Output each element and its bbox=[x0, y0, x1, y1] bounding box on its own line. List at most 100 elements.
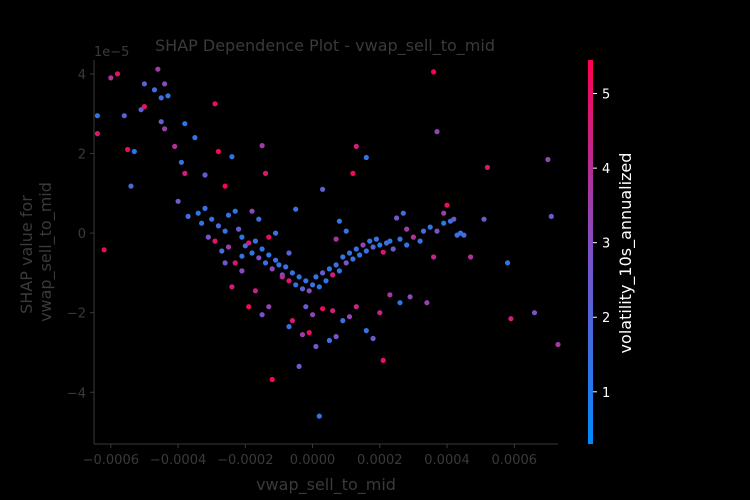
colorbar-tick-label: 5 bbox=[602, 88, 610, 103]
scatter-point bbox=[151, 87, 158, 93]
scatter-point bbox=[239, 268, 245, 274]
scatter-point bbox=[246, 304, 252, 310]
x-tick-label: 0.0004 bbox=[424, 453, 470, 468]
scatter-point bbox=[178, 159, 184, 165]
x-tick-label: 0.0000 bbox=[290, 453, 336, 468]
scatter-point bbox=[363, 328, 369, 334]
scatter-point bbox=[249, 250, 255, 256]
scatter-point bbox=[404, 242, 410, 248]
scatter-point bbox=[269, 376, 275, 383]
scatter-point bbox=[431, 69, 437, 75]
scatter-point bbox=[283, 264, 289, 270]
scatter-point bbox=[256, 216, 262, 222]
x-axis-label: vwap_sell_to_mid bbox=[256, 475, 396, 495]
scatter-point bbox=[313, 274, 319, 280]
scatter-point bbox=[434, 228, 440, 234]
scatter-point bbox=[236, 226, 242, 232]
scatter-point bbox=[286, 250, 292, 256]
y-tick-label: 0 bbox=[78, 227, 86, 242]
scatter-point bbox=[279, 274, 285, 280]
scatter-point bbox=[400, 210, 406, 216]
scatter-point bbox=[293, 206, 299, 212]
scatter-point bbox=[370, 244, 376, 250]
scatter-point bbox=[353, 304, 359, 310]
scatter-point bbox=[377, 310, 383, 316]
scatter-point bbox=[383, 240, 390, 246]
scatter-point bbox=[370, 335, 376, 342]
scatter-point bbox=[323, 278, 329, 284]
scatter-point bbox=[363, 248, 369, 254]
scatter-point bbox=[310, 312, 316, 318]
scatter-point bbox=[125, 146, 131, 153]
scatter-point bbox=[299, 286, 306, 292]
scatter-point bbox=[313, 343, 319, 350]
scatter-point bbox=[431, 254, 437, 260]
scatter-point bbox=[340, 254, 346, 260]
scatter-point bbox=[175, 198, 181, 204]
scatter-point bbox=[333, 334, 339, 340]
chart-title: SHAP Dependence Plot - vwap_sell_to_mid bbox=[155, 36, 495, 56]
plot-axes bbox=[93, 60, 558, 445]
scatter-point bbox=[269, 266, 275, 272]
scatter-point bbox=[202, 172, 208, 178]
scatter-point bbox=[252, 288, 258, 294]
scatter-point bbox=[461, 232, 467, 238]
scatter-point bbox=[333, 262, 339, 268]
scatter-point bbox=[353, 143, 359, 149]
scatter-point bbox=[158, 95, 164, 101]
scatter-point bbox=[390, 246, 396, 252]
scatter-point bbox=[310, 282, 316, 288]
scatter-point bbox=[286, 324, 292, 330]
scatter-point bbox=[336, 268, 342, 274]
scatter-point bbox=[357, 252, 363, 258]
scatter-point bbox=[108, 75, 114, 81]
scatter-point bbox=[303, 304, 309, 310]
scatter-point bbox=[212, 238, 218, 244]
scatter-point bbox=[340, 318, 346, 324]
y-tick-label: −2 bbox=[67, 307, 86, 322]
scatter-point bbox=[259, 246, 265, 252]
scatter-point bbox=[330, 308, 336, 314]
colorbar bbox=[588, 60, 593, 444]
scatter-point bbox=[434, 129, 440, 135]
scatter-point bbox=[420, 228, 427, 234]
scatter-point bbox=[367, 238, 373, 244]
scatter-point bbox=[239, 253, 245, 259]
scatter-point bbox=[182, 121, 188, 127]
scatter-point bbox=[229, 154, 235, 160]
y-tick-label: 2 bbox=[78, 148, 86, 163]
scatter-point bbox=[346, 314, 353, 320]
scatter-point bbox=[266, 304, 272, 310]
scatter-point bbox=[155, 66, 161, 72]
scatter-point bbox=[172, 143, 178, 149]
scatter-point bbox=[360, 242, 366, 248]
scatter-point bbox=[380, 249, 386, 255]
scatter-point bbox=[404, 226, 410, 232]
scatter-point bbox=[162, 126, 168, 132]
scatter-point bbox=[138, 107, 144, 113]
scatter-point bbox=[454, 232, 460, 238]
scatter-point bbox=[256, 255, 262, 261]
scatter-point bbox=[262, 260, 269, 266]
scatter-point bbox=[205, 234, 211, 240]
y-axis-label-line-2: vwap_sell_to_mid bbox=[36, 182, 56, 322]
colorbar-tick-label: 3 bbox=[602, 237, 610, 252]
x-tick-label: −0.0004 bbox=[150, 453, 206, 468]
scatter-point bbox=[451, 216, 457, 222]
scatter-point bbox=[215, 223, 221, 229]
x-tick-label: 0.0006 bbox=[492, 453, 538, 468]
scatter-point bbox=[468, 254, 474, 260]
scatter-point bbox=[555, 341, 561, 348]
scatter-point bbox=[350, 170, 356, 176]
scatter-point bbox=[131, 148, 137, 155]
scatter-point bbox=[199, 220, 205, 226]
scatter-point bbox=[225, 212, 232, 218]
scatter-point bbox=[441, 220, 447, 226]
scatter-point bbox=[239, 234, 245, 240]
scatter-point bbox=[330, 272, 336, 278]
scatter-point bbox=[394, 215, 400, 221]
scatter-point bbox=[377, 242, 383, 248]
scatter-point bbox=[316, 284, 322, 290]
scatter-points bbox=[94, 66, 561, 419]
scatter-point bbox=[336, 218, 342, 224]
